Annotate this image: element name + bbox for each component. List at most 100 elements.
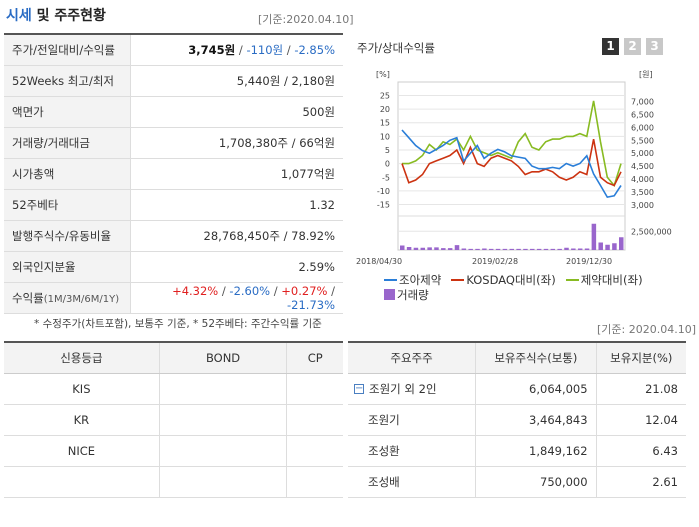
series-line — [401, 129, 622, 198]
right-tick-label: 3,000 — [631, 201, 654, 210]
returns-periods: (1M/3M/6M/1Y) — [43, 293, 120, 305]
table-row: 액면가 500원 — [4, 96, 343, 128]
table-row: − 조원기 외 2인 6,064,005 21.08 — [348, 373, 686, 405]
col-header: 보유주식수(보통) — [475, 342, 597, 374]
price-table: 주가/전일대비/수익률 3,745원 / -110원 / -2.85% 52We… — [4, 33, 343, 314]
col-header: 신용등급 — [4, 342, 160, 374]
table-row: 거래량/거래대금 1,708,380주 / 66억원 — [4, 127, 343, 159]
x-tick-label: 2019/02/28 — [472, 257, 518, 266]
legend-item-pharma: 제약대비(좌) — [565, 272, 643, 288]
chart-tab-3[interactable]: 3 — [646, 38, 663, 55]
volume-bar — [488, 248, 494, 250]
volume-bar — [482, 248, 487, 250]
col-header: 주요주주 — [348, 342, 477, 374]
volume-bar — [447, 248, 453, 250]
price-change: -110원 — [246, 42, 284, 57]
returns-value: +4.32% / -2.60% / +0.27% / -21.73% — [130, 282, 343, 314]
right-tick-label: 3,500 — [631, 188, 654, 197]
table-row: 시가총액 1,077억원 — [4, 158, 343, 190]
table-row: 조성배 750,000 2.61 — [348, 466, 686, 498]
price-base-date: [기준:2020.04.10] — [258, 13, 354, 26]
volume-bar — [598, 242, 603, 250]
right-axis-unit: [원] — [639, 70, 653, 79]
volume-bar — [427, 247, 432, 250]
volume-bar — [461, 248, 467, 250]
chart-tab-2[interactable]: 2 — [624, 38, 641, 55]
volume-bar — [557, 248, 562, 250]
row-label: 발행주식수/유동비율 — [4, 220, 131, 252]
right-tick-label: 5,500 — [631, 136, 654, 145]
volume-bar — [605, 244, 610, 250]
left-tick-label: 25 — [380, 91, 390, 100]
volume-bar — [543, 248, 549, 250]
row-label: 시가총액 — [4, 158, 131, 190]
col-header: BOND — [159, 342, 288, 374]
chart-legend: 조아제약 KOSDAQ대비(좌) 제약대비(좌) 거래량 — [384, 272, 664, 302]
volume-bar — [516, 248, 521, 250]
row-value: 1,077억원 — [130, 158, 343, 190]
table-row: 조성환 1,849,162 6.43 — [348, 435, 686, 467]
table-row: KIS — [4, 373, 343, 405]
right-tick-label: 6,000 — [631, 123, 654, 132]
legend-line-icon — [384, 278, 397, 281]
chart-tab-1[interactable]: 1 — [602, 38, 619, 55]
table-row — [4, 466, 343, 498]
volume-bar — [509, 248, 514, 250]
price-chart: 25 20 15 10 5 0 -5 -10 -15 [%] 7,000 6,500 6,000 5,50… — [356, 70, 672, 266]
volume-bar — [584, 248, 590, 250]
right-tick-label: 4,500 — [631, 162, 654, 171]
volume-bar — [454, 245, 460, 250]
current-price: 3,745원 — [188, 42, 236, 57]
row-label: 52Weeks 최고/최저 — [4, 65, 131, 97]
volume-bar — [591, 223, 597, 250]
legend-item-joa: 조아제약 — [384, 272, 441, 288]
volume-bar — [420, 247, 426, 250]
table-row: 52주베타 1.32 — [4, 189, 343, 221]
left-tick-label: -15 — [377, 201, 390, 210]
table-row: 52Weeks 최고/최저 5,440원 / 2,180원 — [4, 65, 343, 97]
volume-bar — [550, 248, 556, 250]
volume-bar — [612, 243, 617, 250]
right-tick-label: 4,000 — [631, 175, 654, 184]
right-tick-label: 6,500 — [631, 111, 654, 120]
page-title: 시세 및 주주현황 — [6, 5, 106, 25]
left-tick-label: 20 — [380, 105, 390, 114]
row-label: 수익률(1M/3M/6M/1Y) — [4, 282, 131, 314]
collapse-toggle-icon[interactable]: − — [354, 383, 364, 394]
chart-title: 주가/상대수익률 — [357, 41, 435, 55]
left-axis-unit: [%] — [376, 70, 390, 79]
col-header: CP — [286, 342, 343, 374]
holder-base-date: [기준: 2020.04.10] — [597, 323, 697, 336]
row-value: 500원 — [130, 96, 343, 128]
left-tick-label: 15 — [380, 119, 390, 128]
volume-bar — [441, 248, 446, 250]
volume-bar — [495, 248, 501, 250]
legend-box-icon — [384, 289, 395, 300]
price-change-pct: -2.85% — [294, 42, 335, 57]
volume-bar — [577, 248, 583, 250]
table-row: 조원기 3,464,843 12.04 — [348, 404, 686, 436]
volume-bar — [468, 248, 473, 250]
left-tick-label: 0 — [385, 160, 390, 169]
volume-bar — [413, 247, 419, 250]
legend-line-icon — [565, 278, 579, 281]
row-label: 주가/전일대비/수익률 — [4, 34, 131, 66]
price-value: 3,745원 / -110원 / -2.85% — [130, 34, 343, 66]
volume-bar — [475, 248, 480, 250]
volume-bar — [406, 247, 412, 250]
left-tick-label: -10 — [377, 187, 390, 196]
chart-tabs: 1 2 3 — [602, 38, 663, 55]
volume-bar — [400, 245, 405, 250]
volume-bar — [434, 247, 439, 250]
legend-line-icon — [451, 278, 465, 281]
volume-bar — [564, 247, 569, 250]
right-tick-label: 7,000 — [631, 98, 654, 107]
row-label: 52주베타 — [4, 189, 131, 221]
series-line — [401, 138, 622, 187]
left-tick-label: 10 — [380, 132, 390, 141]
volume-bar — [523, 248, 528, 250]
row-value: 28,768,450주 / 78.92% — [130, 220, 343, 252]
title-rest: 및 주주현황 — [31, 8, 106, 24]
volume-bar — [530, 248, 535, 250]
legend-item-volume: 거래량 — [384, 287, 429, 303]
